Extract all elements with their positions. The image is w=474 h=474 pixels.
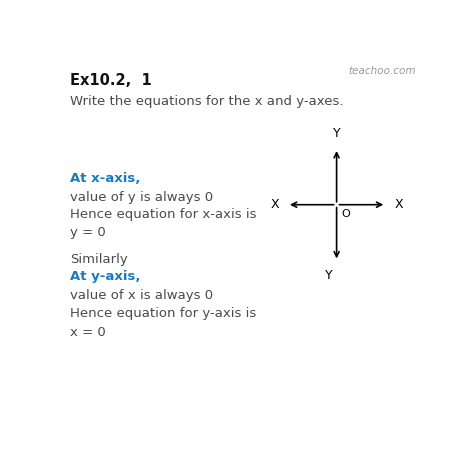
Text: Write the equations for the x and y-axes.: Write the equations for the x and y-axes…	[70, 95, 344, 108]
Text: value of y is always 0: value of y is always 0	[70, 191, 213, 204]
Text: At x-axis,: At x-axis,	[70, 172, 141, 185]
Text: y = 0: y = 0	[70, 226, 106, 239]
Text: Hence equation for x-axis is: Hence equation for x-axis is	[70, 209, 257, 221]
Text: teachoo.com: teachoo.com	[348, 66, 416, 76]
Text: X: X	[394, 198, 403, 211]
Text: O: O	[341, 209, 350, 219]
Text: Y: Y	[325, 269, 332, 283]
Text: Y: Y	[333, 127, 340, 140]
Text: At y-axis,: At y-axis,	[70, 270, 141, 283]
Text: value of x is always 0: value of x is always 0	[70, 289, 213, 302]
Text: x = 0: x = 0	[70, 326, 106, 339]
Text: X: X	[270, 198, 279, 211]
Text: Similarly: Similarly	[70, 253, 128, 266]
Text: Ex10.2,  1: Ex10.2, 1	[70, 73, 152, 88]
Text: Hence equation for y-axis is: Hence equation for y-axis is	[70, 307, 256, 320]
